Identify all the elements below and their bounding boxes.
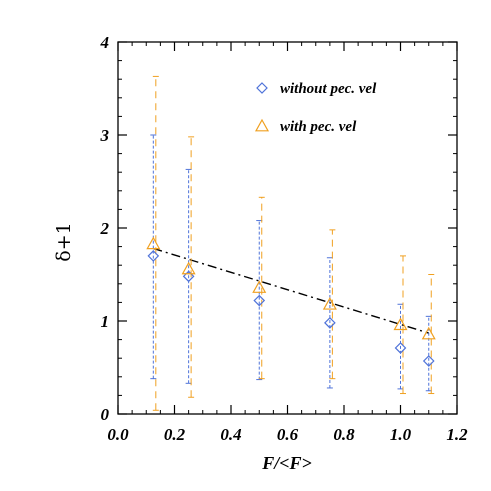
diamond-marker (394, 342, 407, 354)
triangle-marker (252, 280, 267, 293)
legend-marker (256, 82, 268, 94)
x-tick-label: 0.6 (277, 425, 299, 444)
y-tick-label: 1 (101, 312, 110, 331)
y-tick-label: 4 (100, 33, 110, 52)
triangle-marker (146, 236, 161, 250)
diamond-marker (422, 355, 435, 367)
diamond-marker (324, 317, 336, 329)
legend-marker (254, 118, 270, 132)
diamond-marker (182, 270, 195, 283)
y-axis-label: δ+1 (53, 222, 75, 261)
x-tick-label: 1.0 (390, 425, 412, 444)
triangle-marker (421, 326, 436, 340)
y-tick-label: 2 (100, 219, 110, 238)
diamond-marker (147, 250, 160, 262)
triangle-marker (181, 261, 196, 275)
x-tick-label: 0.2 (164, 425, 186, 444)
x-axis-label: F/<F> (261, 453, 312, 473)
triangle-marker (393, 317, 408, 331)
plot-frame (117, 41, 458, 415)
y-tick-label: 0 (101, 405, 110, 424)
diamond-marker (253, 294, 266, 307)
legend-label: with pec. vel (280, 119, 357, 135)
x-tick-label: 0.8 (333, 425, 355, 444)
legend-label: without pec. vel (280, 81, 377, 97)
fit-line (153, 247, 429, 334)
x-tick-label: 0.0 (107, 425, 129, 444)
x-tick-label: 0.4 (220, 425, 241, 444)
y-tick-label: 3 (100, 126, 110, 145)
triangle-marker (322, 297, 337, 310)
x-tick-label: 1.2 (446, 425, 468, 444)
